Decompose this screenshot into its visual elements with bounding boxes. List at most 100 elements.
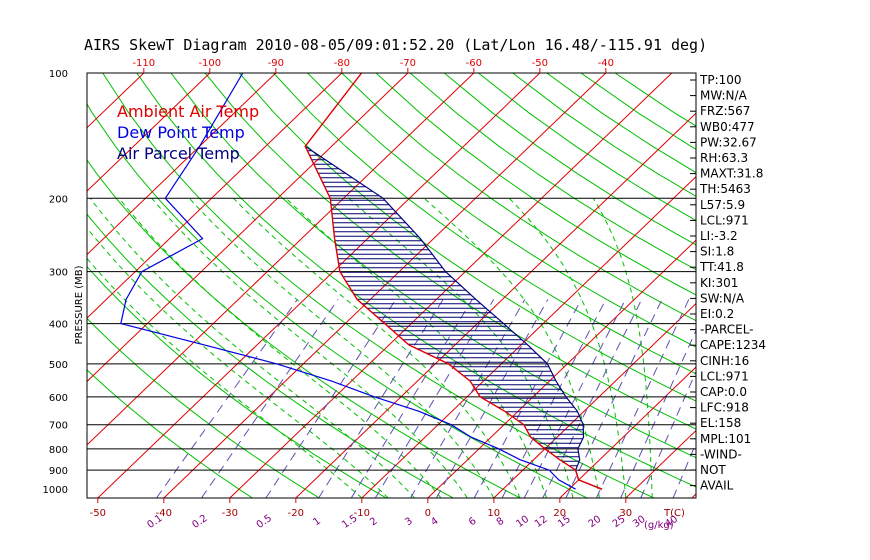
stability-index: LI:-3.2	[700, 229, 738, 243]
stability-index: LFC:918	[700, 401, 749, 415]
stability-index: SI:1.8	[700, 245, 734, 259]
moist-adiabat	[87, 227, 389, 498]
stability-index: PW:32.67	[700, 135, 757, 149]
top-tick-label: -40	[598, 58, 614, 69]
moist-adiabat	[118, 197, 442, 498]
dew-point-profile	[120, 73, 576, 490]
isotherm	[87, 73, 277, 256]
stability-index: EI:0.2	[700, 307, 734, 321]
dry-adiabat	[170, 73, 696, 459]
dry-adiabat	[87, 369, 253, 498]
dry-adiabat	[204, 73, 696, 430]
dry-adiabat	[341, 73, 696, 322]
temperature-unit-label: T(C)	[663, 508, 685, 519]
dry-adiabat	[87, 317, 320, 498]
plot-frame	[86, 72, 697, 499]
mixing-ratio-line	[672, 441, 696, 498]
isotherm	[0, 73, 12, 498]
stability-index: SW:N/A	[700, 291, 745, 305]
bottom-tick-label: 0	[425, 508, 431, 519]
stability-index: -WIND-	[700, 447, 742, 461]
isotherm	[87, 73, 475, 446]
stability-index: LCL:971	[700, 213, 749, 227]
stability-index: AVAIL	[700, 479, 734, 493]
stability-index: CAPE:1234	[700, 338, 766, 352]
bottom-tick-label: -20	[288, 508, 304, 519]
moist-adiabat	[423, 197, 600, 498]
stability-index: CAP:0.0	[700, 385, 747, 399]
mixing-ratio-label: 20	[587, 514, 604, 530]
mixing-ratio-line	[318, 299, 444, 498]
pressure-tick-label: 400	[49, 320, 68, 331]
stability-index: TP:100	[699, 73, 742, 87]
bottom-tick-label: -40	[156, 508, 172, 519]
pressure-tick-label: 200	[49, 194, 68, 205]
pressure-tick-label: 800	[49, 445, 68, 456]
stability-index: LCL:971	[700, 369, 749, 383]
top-tick-label: -60	[466, 58, 482, 69]
bottom-tick-label: 20	[553, 508, 566, 519]
top-tick-label: -50	[532, 58, 548, 69]
stability-index: KI:301	[700, 276, 738, 290]
pressure-tick-label: 100	[49, 69, 68, 80]
top-temperature-ticks: -110 -100 -90 -80 -70 -60 -50 -40	[132, 58, 614, 73]
dry-adiabat	[87, 265, 387, 498]
isobar-lines	[87, 197, 696, 471]
moist-adiabat	[508, 197, 627, 498]
pressure-tick-label: 900	[49, 466, 68, 477]
isotherm	[295, 112, 696, 498]
dry-adiabat	[273, 73, 696, 375]
isotherm	[97, 73, 541, 498]
ambient-temperature-profile	[304, 73, 603, 490]
dry-adiabat	[102, 73, 655, 498]
moist-adiabat	[87, 257, 363, 498]
mixing-ratio-label: 4	[429, 516, 441, 529]
mixing-ratio-line	[640, 370, 696, 498]
legend: Ambient Air Temp Dew Point Temp Air Parcel…	[117, 102, 259, 163]
y-axis-label: PRESSURE (MB)	[74, 265, 85, 344]
isotherm	[758, 73, 870, 498]
isotherm	[361, 175, 696, 498]
stability-index: TT:41.8	[699, 260, 744, 274]
mixing-ratio-line	[565, 299, 663, 498]
stability-index: RH:63.3	[700, 151, 748, 165]
stability-index: NOT	[700, 463, 726, 477]
bottom-temperature-ticks: -50 -40 -30 -20 -10 0 10 20 30	[90, 498, 632, 519]
moist-adiabat	[89, 197, 415, 498]
mixing-ratio-label: 10	[514, 514, 531, 530]
pressure-tick-label: 300	[49, 268, 68, 279]
chart-title: AIRS SkewT Diagram 2010-08-05/09:01:52.2…	[84, 36, 707, 54]
top-tick-label: -70	[400, 58, 416, 69]
stability-index: MW:N/A	[700, 89, 748, 103]
isotherm	[559, 366, 696, 498]
top-tick-label: -90	[268, 58, 284, 69]
mixing-ratio-label: 0.2	[190, 513, 209, 531]
stability-index: WB0:477	[700, 120, 755, 134]
bottom-tick-label: -30	[222, 508, 238, 519]
pressure-tick-label: 700	[49, 421, 68, 432]
top-tick-label: -110	[132, 58, 155, 69]
legend-entry: Dew Point Temp	[117, 123, 245, 142]
legend-entry: Ambient Air Temp	[117, 102, 259, 121]
bottom-tick-label: 30	[619, 508, 632, 519]
mixing-ratio-label: 2	[368, 516, 380, 529]
bottom-tick-label: 10	[487, 508, 500, 519]
isotherm	[87, 73, 409, 383]
stability-index: L57:5.9	[700, 198, 745, 212]
moist-adiabat	[233, 197, 521, 498]
mixing-ratio-unit-label: (g/kg)	[644, 520, 674, 531]
background-reference-lines	[0, 73, 870, 498]
dry-adiabat	[87, 159, 521, 498]
moist-adiabat	[592, 198, 653, 498]
mixing-ratio-line	[201, 299, 339, 498]
pressure-tick-label: 500	[49, 360, 68, 371]
isotherm	[427, 239, 696, 498]
mixing-ratio-label: 0.5	[255, 513, 274, 531]
mixing-ratio-line	[410, 299, 526, 498]
mixing-ratio-label: 12	[533, 514, 550, 530]
pressure-tick-labels: 100 200 300 400 500 600 700 800 900 1000	[43, 69, 68, 496]
mixing-ratio-label: 6	[467, 516, 479, 529]
isotherm	[87, 73, 343, 319]
bottom-tick-label: -10	[354, 508, 370, 519]
